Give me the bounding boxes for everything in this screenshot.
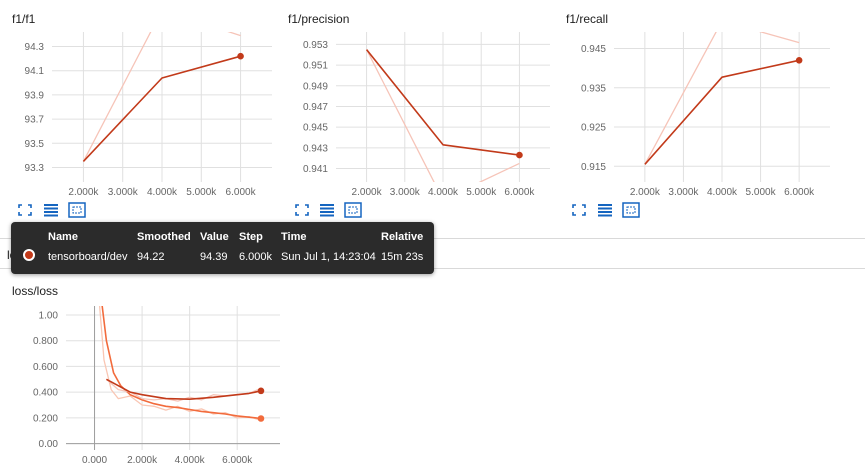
- x-tick-label: 0.000: [82, 455, 107, 466]
- x-tick-label: 5.000k: [186, 187, 217, 198]
- y-tick-label: 0.947: [303, 102, 328, 113]
- x-tick-label: 5.000k: [746, 187, 777, 198]
- fullscreen-icon[interactable]: [16, 202, 34, 218]
- x-tick-label: 6.000k: [222, 455, 253, 466]
- fullscreen-icon[interactable]: [293, 202, 311, 218]
- fit-domain-icon[interactable]: [622, 202, 640, 218]
- tooltip-step: 6.000k: [239, 251, 273, 263]
- series-endpoint-smoothed: [516, 151, 523, 159]
- y-tick-label: 0.00: [39, 439, 59, 450]
- tooltip-time: Sun Jul 1, 14:23:04: [281, 251, 376, 263]
- series-line-train: [101, 306, 262, 420]
- y-tick-label: 0.200: [33, 413, 58, 424]
- fit-domain-icon[interactable]: [344, 202, 362, 218]
- series-endpoint-smoothed: [257, 387, 265, 395]
- y-tick-label: 0.945: [303, 123, 328, 134]
- x-tick-label: 3.000k: [108, 187, 139, 198]
- series-endpoint-smoothed: [237, 52, 244, 60]
- y-tick-label: 0.945: [581, 44, 606, 55]
- tooltip-header-name: Name: [48, 231, 78, 243]
- tooltip-header-relative: Relative: [381, 231, 424, 243]
- y-tick-label: 0.600: [33, 362, 58, 373]
- series-line-raw: [105, 378, 262, 402]
- x-tick-label: 4.000k: [175, 455, 206, 466]
- tooltip-header-smoothed: Smoothed: [137, 231, 191, 243]
- chart-title: f1/precision: [288, 12, 350, 26]
- chart-plot-recall[interactable]: 2.000k 3.000k 4.000k 5.000k 6.000k 0.945 0.935…: [0, 0, 860, 200]
- tooltip-smoothed-value: 94.22: [137, 251, 165, 263]
- series-line-raw: [644, 32, 800, 165]
- y-tick-label: 0.953: [303, 40, 328, 51]
- x-tick-label: 3.000k: [390, 187, 421, 198]
- tooltip: Name Smoothed Value Step Time Relative t…: [11, 222, 434, 274]
- tooltip-header-value: Value: [200, 231, 229, 243]
- y-tick-label: 0.915: [581, 162, 606, 173]
- x-tick-label: 2.000k: [352, 187, 383, 198]
- fullscreen-icon[interactable]: [570, 202, 588, 218]
- x-tick-label: 4.000k: [147, 187, 178, 198]
- y-tick-label: 93.5: [25, 139, 45, 150]
- series-line-raw: [82, 32, 241, 162]
- tooltip-run-name: tensorboard/dev: [48, 251, 128, 263]
- x-tick-label: 4.000k: [428, 187, 459, 198]
- y-tick-label: 0.800: [33, 336, 58, 347]
- y-tick-label: 94.1: [25, 66, 45, 77]
- y-tick-label: 93.7: [25, 115, 45, 126]
- y-tick-label: 1.00: [39, 311, 59, 322]
- x-tick-label: 6.000k: [504, 187, 535, 198]
- series-endpoint-train: [257, 415, 265, 422]
- data-selection-icon[interactable]: [42, 202, 60, 218]
- tooltip-relative: 15m 23s: [381, 251, 424, 263]
- fit-domain-icon[interactable]: [68, 202, 86, 218]
- tooltip-header-time: Time: [281, 231, 307, 243]
- x-tick-label: 4.000k: [707, 187, 738, 198]
- x-tick-label: 6.000k: [226, 187, 257, 198]
- data-selection-icon[interactable]: [596, 202, 614, 218]
- chart-plot-precision[interactable]: 2.000k 3.000k 4.000k 5.000k 6.000k 0.953 0.951…: [0, 0, 570, 200]
- series-line-smoothed: [106, 378, 262, 401]
- chart-title: f1/recall: [566, 12, 609, 26]
- chart-plot-f1[interactable]: 2.000k 3.000k 4.000k 5.000k 6.000k 93.3 93.5 93…: [0, 0, 290, 200]
- y-tick-label: 0.943: [303, 143, 328, 154]
- series-line-smoothed: [82, 55, 241, 162]
- y-tick-label: 93.3: [25, 163, 45, 174]
- chart-title: loss/loss: [12, 284, 59, 298]
- chart-title: f1/f1: [12, 12, 36, 26]
- x-tick-label: 2.000k: [630, 187, 661, 198]
- data-selection-icon[interactable]: [318, 202, 336, 218]
- x-tick-label: 6.000k: [784, 187, 815, 198]
- y-tick-label: 94.3: [25, 42, 45, 53]
- series-line-smoothed: [644, 59, 800, 165]
- y-tick-label: 0.925: [581, 123, 606, 134]
- tooltip-header-step: Step: [239, 231, 263, 243]
- y-tick-label: 0.400: [33, 388, 58, 399]
- series-color-swatch: [23, 249, 35, 261]
- tooltip-value: 94.39: [200, 251, 228, 263]
- y-tick-label: 0.935: [581, 83, 606, 94]
- x-tick-label: 5.000k: [466, 187, 497, 198]
- chart-plot-loss[interactable]: 0.000 2.000k 4.000k 6.000k 1.00 0.800 0.600 0.4…: [0, 0, 290, 473]
- series-endpoint-smoothed: [795, 56, 803, 64]
- x-tick-label: 2.000k: [68, 187, 99, 198]
- y-tick-label: 0.941: [303, 164, 328, 175]
- y-tick-label: 0.951: [303, 61, 328, 72]
- x-tick-label: 3.000k: [668, 187, 699, 198]
- y-tick-label: 0.949: [303, 81, 328, 92]
- x-tick-label: 2.000k: [127, 455, 158, 466]
- y-tick-label: 93.9: [25, 90, 45, 101]
- series-line-raw: [366, 49, 520, 182]
- series-line-smoothed: [365, 49, 520, 156]
